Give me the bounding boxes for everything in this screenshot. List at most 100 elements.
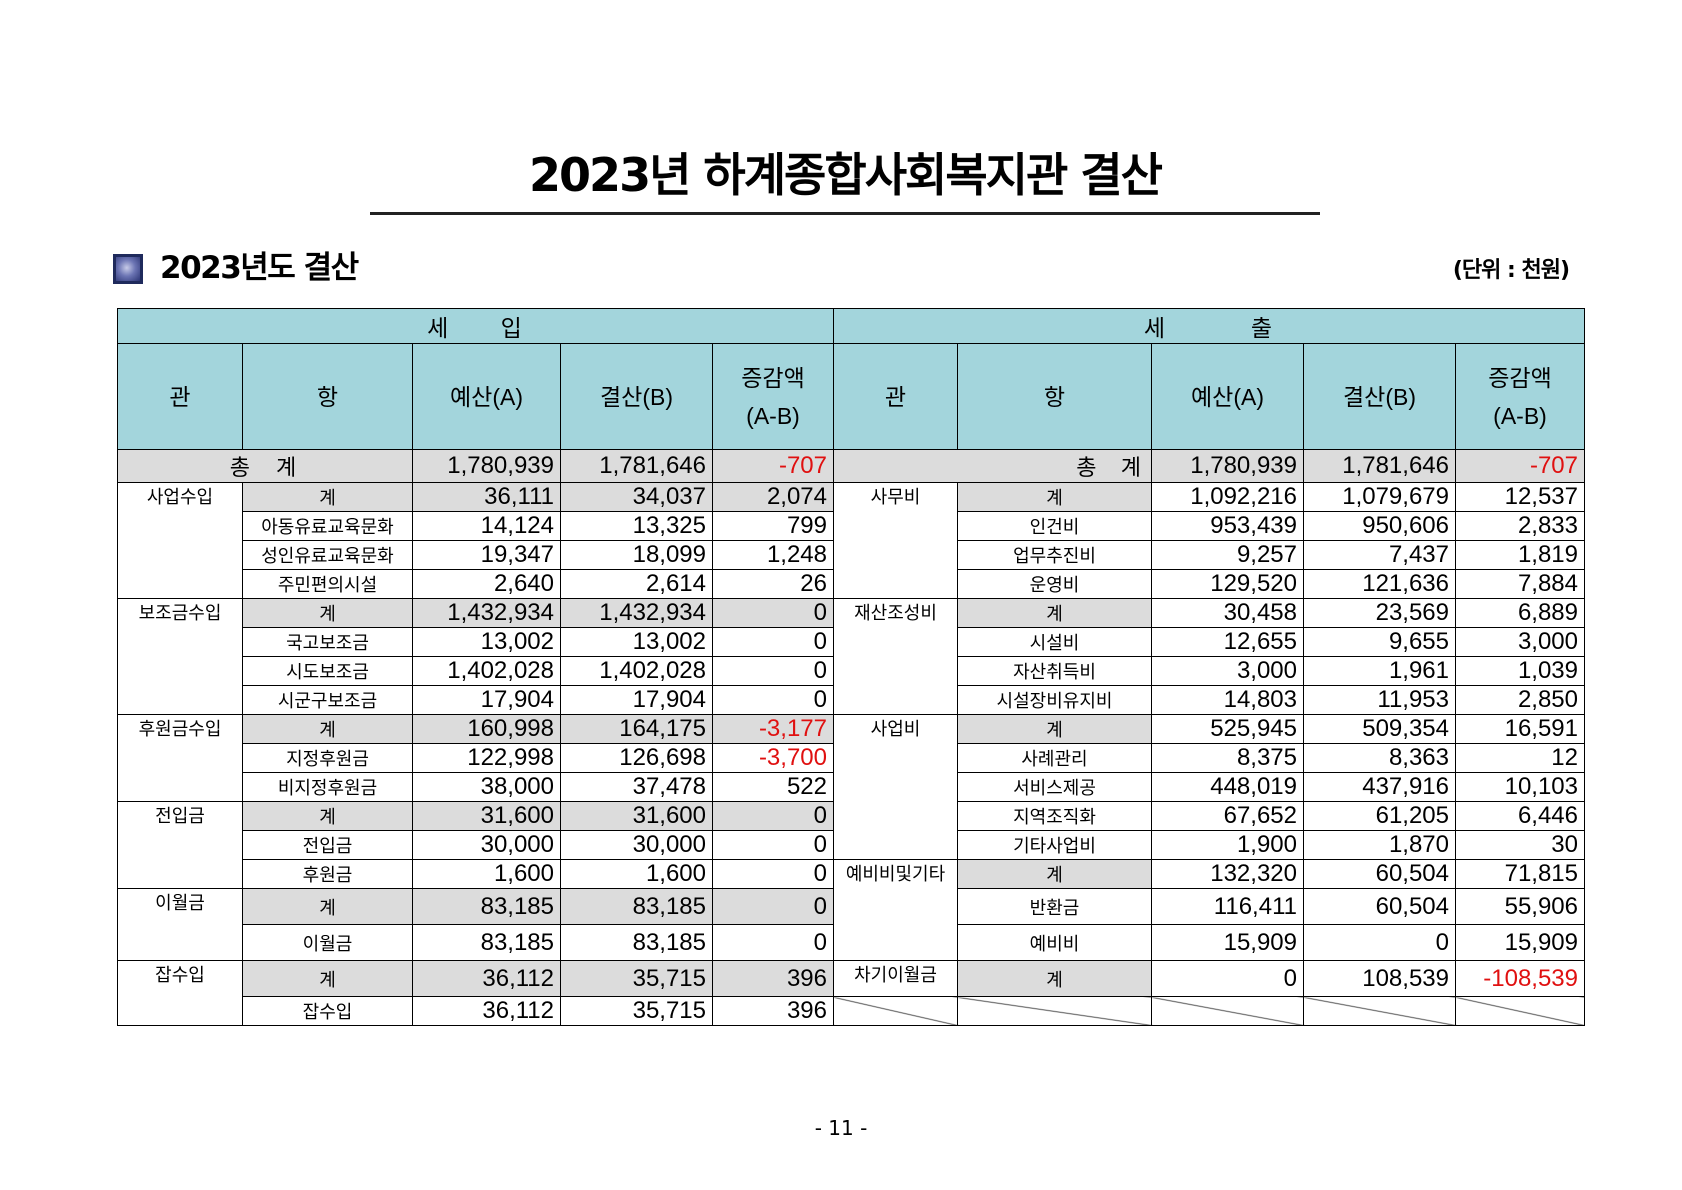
revenue-hang: 성인유료교육문화	[242, 540, 413, 570]
revenue-difference: 2,074	[712, 482, 834, 512]
expense-settlement: 950,606	[1303, 511, 1456, 541]
expense-budget: 1,900	[1151, 830, 1304, 860]
revenue-gwan: 잡수입	[117, 960, 243, 1026]
expense-budget: 67,652	[1151, 801, 1304, 831]
revenue-settlement: 126,698	[560, 743, 713, 773]
revenue-total-difference: -707	[712, 449, 834, 483]
table-row: 시도보조금 1,402,028 1,402,028 0 자산취득비 3,000 1,961 1…	[118, 656, 1585, 686]
expense-hang: 자산취득비	[957, 656, 1152, 686]
col-header-budget: 예산(A)	[412, 343, 561, 450]
expense-difference: 6,446	[1455, 801, 1585, 831]
revenue-hang: 전입금	[242, 830, 413, 860]
col-header-gwan: 관	[117, 343, 243, 450]
revenue-budget: 1,432,934	[412, 598, 561, 628]
expense-budget: 15,909	[1151, 924, 1304, 961]
expense-gwan: 사무비	[833, 482, 958, 599]
revenue-budget: 36,111	[412, 482, 561, 512]
table-row: 전입금 계 31,600 31,600 0 지역조직화 67,652 61,205 6,446	[117, 801, 1585, 889]
revenue-settlement: 35,715	[560, 996, 713, 1026]
revenue-budget: 160,998	[412, 714, 561, 744]
revenue-difference: 0	[712, 627, 834, 657]
expense-difference: 16,591	[1455, 714, 1585, 744]
revenue-settlement: 30,000	[560, 830, 713, 860]
table-row: 성인유료교육문화 19,347 18,099 1,248 업무추진비 9,257 7,437…	[118, 540, 1585, 570]
table-row: 보조금수입 계 1,432,934 1,432,934 0 재산조성비 계 30,458 23,…	[117, 598, 1585, 715]
expense-difference: 10,103	[1455, 772, 1585, 802]
revenue-hang: 국고보조금	[242, 627, 413, 657]
expense-settlement: 60,504	[1303, 888, 1456, 925]
expense-settlement: 1,870	[1303, 830, 1456, 860]
expense-settlement: 1,961	[1303, 656, 1456, 686]
revenue-difference: 799	[712, 511, 834, 541]
expense-settlement: 509,354	[1303, 714, 1456, 744]
revenue-total-settlement: 1,781,646	[560, 449, 713, 483]
expense-budget: 0	[1151, 960, 1304, 997]
revenue-total-budget: 1,780,939	[412, 449, 561, 483]
expense-budget: 1,092,216	[1151, 482, 1304, 512]
expense-difference: 2,850	[1455, 685, 1585, 715]
col-header-hang: 항	[242, 343, 413, 450]
revenue-difference: 522	[712, 772, 834, 802]
revenue-hang: 계	[242, 888, 413, 925]
expense-gwan: 차기이월금	[833, 960, 958, 997]
expense-budget: 9,257	[1151, 540, 1304, 570]
table-row: 사업수입 계 36,111 34,037 2,074 사무비 계 1,092,216 1,079…	[117, 482, 1585, 599]
expense-settlement: 108,539	[1303, 960, 1456, 997]
col-header-settlement: 결산(B)	[1303, 343, 1456, 450]
revenue-hang: 이월금	[242, 924, 413, 961]
revenue-budget: 1,600	[412, 859, 561, 889]
revenue-settlement: 2,614	[560, 569, 713, 599]
section-title: 2023년도 결산	[160, 250, 359, 286]
revenue-settlement: 83,185	[560, 888, 713, 925]
revenue-hang: 계	[242, 801, 413, 831]
revenue-hang: 계	[242, 960, 413, 997]
revenue-settlement: 37,478	[560, 772, 713, 802]
expense-budget: 12,655	[1151, 627, 1304, 657]
expense-settlement: 437,916	[1303, 772, 1456, 802]
revenue-settlement: 34,037	[560, 482, 713, 512]
revenue-budget: 1,402,028	[412, 656, 561, 686]
expense-hang: 계	[957, 859, 1152, 889]
expense-budget: 129,520	[1151, 569, 1304, 599]
revenue-difference: 0	[712, 859, 834, 889]
revenue-difference: 0	[712, 598, 834, 628]
revenue-settlement: 83,185	[560, 924, 713, 961]
expense-settlement: 1,079,679	[1303, 482, 1456, 512]
revenue-settlement: 1,600	[560, 859, 713, 889]
revenue-budget: 36,112	[412, 960, 561, 997]
empty-cell	[1303, 996, 1456, 1026]
expense-hang: 서비스제공	[957, 772, 1152, 802]
expense-gwan: 재산조성비	[833, 598, 958, 715]
total-row: 총 계 1,780,939 1,781,646 -707 총 계 1,780,9…	[117, 449, 1585, 483]
expense-hang: 계	[957, 598, 1152, 628]
expense-difference: 7,884	[1455, 569, 1585, 599]
empty-cell	[1151, 996, 1304, 1026]
expense-settlement: 7,437	[1303, 540, 1456, 570]
revenue-hang: 잡수입	[242, 996, 413, 1026]
revenue-difference: 0	[712, 801, 834, 831]
expense-budget: 30,458	[1151, 598, 1304, 628]
revenue-budget: 17,904	[412, 685, 561, 715]
expense-hang: 예비비	[957, 924, 1152, 961]
expense-hang: 시설비	[957, 627, 1152, 657]
expense-total-difference: -707	[1455, 449, 1585, 483]
expense-difference: 12	[1455, 743, 1585, 773]
revenue-difference: 0	[712, 924, 834, 961]
page-title: 2023년 하계종합사회복지관 결산	[529, 148, 1163, 202]
expense-hang: 업무추진비	[957, 540, 1152, 570]
revenue-hang: 비지정후원금	[242, 772, 413, 802]
revenue-gwan: 후원금수입	[117, 714, 243, 802]
revenue-budget: 14,124	[412, 511, 561, 541]
table-row: 국고보조금 13,002 13,002 0 시설비 12,655 9,655 3,000	[118, 627, 1585, 657]
expense-difference: 1,819	[1455, 540, 1585, 570]
revenue-settlement: 13,002	[560, 627, 713, 657]
table-row: 전입금 30,000 30,000 0 기타사업비 1,900 1,870 30	[118, 830, 1585, 860]
table-row: 지정후원금 122,998 126,698 -3,700 사례관리 8,375 8,363 1…	[118, 743, 1585, 773]
table-row: 이월금 계 83,185 83,185 0 반환금 116,411 60,504 55,906	[117, 888, 1585, 961]
revenue-settlement: 18,099	[560, 540, 713, 570]
expense-hang: 운영비	[957, 569, 1152, 599]
expense-hang: 시설장비유지비	[957, 685, 1152, 715]
section-bullet-icon	[113, 254, 143, 284]
col-header-settlement: 결산(B)	[560, 343, 713, 450]
expense-hang: 반환금	[957, 888, 1152, 925]
